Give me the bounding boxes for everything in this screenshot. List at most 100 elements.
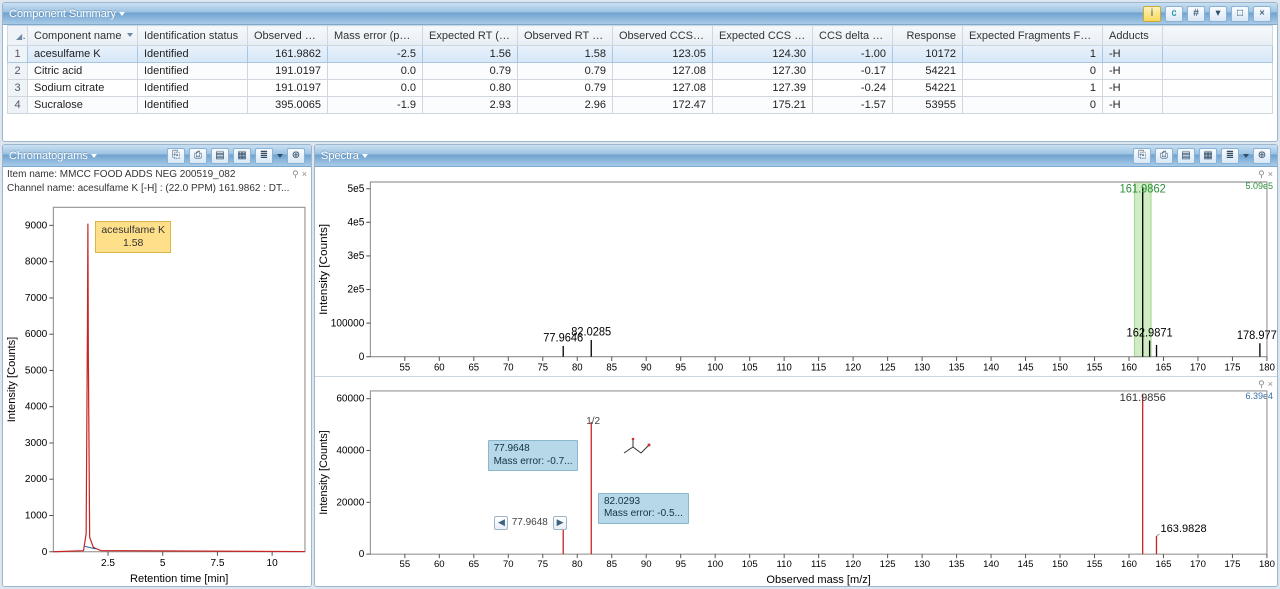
copy-icon[interactable]: ⎘ (167, 148, 185, 164)
spectra-bottom[interactable]: ⚲× 6.39e4 020000400006000055606570758085… (315, 376, 1277, 586)
chevron-down-icon[interactable] (91, 154, 97, 158)
chevron-down-icon[interactable] (119, 12, 125, 16)
target-icon[interactable]: ⊕ (1253, 148, 1271, 164)
ion-nav-value: 77.9648 (512, 517, 548, 528)
grid-icon[interactable]: ▦ (1199, 148, 1217, 164)
cell-response: 10172 (893, 46, 963, 63)
svg-text:130: 130 (914, 362, 930, 373)
col-exp_rt[interactable]: Expected RT (min) (423, 26, 518, 46)
col-obs_ccs[interactable]: Observed CCS (Å²) (613, 26, 713, 46)
table-row[interactable]: 3Sodium citrateIdentified191.01970.00.80… (8, 80, 1273, 97)
row-number: 4 (8, 97, 28, 114)
col-mass_err[interactable]: Mass error (ppm) (328, 26, 423, 46)
svg-text:95: 95 (675, 362, 686, 373)
svg-text:7000: 7000 (25, 293, 48, 304)
svg-text:125: 125 (880, 362, 896, 373)
table-row[interactable]: 2Citric acidIdentified191.01970.00.790.7… (8, 63, 1273, 80)
chrom-plot[interactable]: ⚲× Item name: MMCC FOOD ADDS NEG 200519_… (3, 167, 311, 586)
hash-icon[interactable]: # (1187, 6, 1205, 22)
grid-icon[interactable]: ▦ (233, 148, 251, 164)
cell-ccs_delta: -1.00 (813, 46, 893, 63)
chrom-panel: Chromatograms ⎘ ⎙ ▤ ▦ ≣ ⊕ ⚲× Item name: … (2, 144, 312, 587)
svg-text:105: 105 (742, 362, 758, 373)
cell-status: Identified (138, 80, 248, 97)
summary-tools: i c # ▾ □ × (1143, 6, 1271, 22)
table-row[interactable]: 4SucraloseIdentified395.0065-1.92.932.96… (8, 97, 1273, 114)
col-status[interactable]: Identification status (138, 26, 248, 46)
close-icon[interactable]: × (1253, 6, 1271, 22)
svg-text:105: 105 (742, 559, 758, 570)
svg-text:165: 165 (1156, 559, 1172, 570)
svg-text:170: 170 (1190, 559, 1206, 570)
ion-info-box[interactable]: 82.0293Mass error: -0.5... (598, 493, 689, 524)
table-row[interactable]: 1acesulfame KIdentified161.9862-2.51.561… (8, 46, 1273, 63)
cell-mass_err: 0.0 (328, 63, 423, 80)
cell-name: Sucralose (28, 97, 138, 114)
col-adducts[interactable]: Adducts (1103, 26, 1163, 46)
row-header-corner[interactable]: ◢ (8, 26, 28, 46)
svg-text:180: 180 (1259, 362, 1275, 373)
cell-obs_ccs: 123.05 (613, 46, 713, 63)
chevron-down-icon[interactable] (1243, 154, 1249, 158)
col-obs_mz[interactable]: Observed m/z (248, 26, 328, 46)
brush-icon[interactable]: ▤ (211, 148, 229, 164)
col-frags[interactable]: Expected Fragments Found (963, 26, 1103, 46)
settings-icon[interactable]: ≣ (1221, 148, 1239, 164)
chevron-down-icon[interactable] (277, 154, 283, 158)
row-number: 1 (8, 46, 28, 63)
svg-text:2.5: 2.5 (101, 558, 115, 569)
svg-text:100: 100 (707, 559, 723, 570)
maximize-icon[interactable]: □ (1231, 6, 1249, 22)
col-name[interactable]: Component name (28, 26, 138, 46)
print-icon[interactable]: ⎙ (1155, 148, 1173, 164)
chevron-down-icon[interactable] (362, 154, 368, 158)
svg-text:1000: 1000 (25, 511, 48, 522)
svg-text:120: 120 (845, 559, 861, 570)
svg-text:82.0285: 82.0285 (571, 326, 611, 338)
cell-frags: 1 (963, 80, 1103, 97)
svg-text:163.9828: 163.9828 (1160, 523, 1206, 535)
chrom-title: Chromatograms (9, 150, 88, 162)
cell-obs_mz: 395.0065 (248, 97, 328, 114)
col-ccs_delta[interactable]: CCS delta (%) (813, 26, 893, 46)
summary-table[interactable]: ◢Component nameIdentification statusObse… (7, 25, 1273, 114)
svg-text:155: 155 (1087, 362, 1103, 373)
cell-obs_rt: 2.96 (518, 97, 613, 114)
brush-icon[interactable]: ▤ (1177, 148, 1195, 164)
col-spacer[interactable] (1163, 26, 1273, 46)
cell-obs_ccs: 127.08 (613, 63, 713, 80)
ion-info-box[interactable]: 77.9648Mass error: -0.7... (488, 440, 579, 471)
cell-adducts: -H (1103, 63, 1163, 80)
next-ion-button[interactable]: ▶ (553, 516, 567, 530)
spectra-top[interactable]: ⚲× 5.09e5 01000002e53e54e55e555606570758… (315, 167, 1277, 376)
filter-icon[interactable]: ▾ (1209, 6, 1227, 22)
settings-icon[interactable]: ≣ (255, 148, 273, 164)
print-icon[interactable]: ⎙ (189, 148, 207, 164)
cell-exp_ccs: 124.30 (713, 46, 813, 63)
svg-text:165: 165 (1156, 362, 1172, 373)
target-icon[interactable]: ⊕ (287, 148, 305, 164)
svg-text:Intensity [Counts]: Intensity [Counts] (318, 224, 330, 315)
svg-text:60: 60 (434, 362, 445, 373)
svg-text:135: 135 (949, 362, 965, 373)
svg-text:8000: 8000 (25, 257, 48, 268)
info-icon[interactable]: i (1143, 6, 1161, 22)
col-exp_ccs[interactable]: Expected CCS (Å²) (713, 26, 813, 46)
svg-text:60: 60 (434, 559, 445, 570)
cell-exp_rt: 0.79 (423, 63, 518, 80)
col-response[interactable]: Response (893, 26, 963, 46)
svg-text:161.9856: 161.9856 (1120, 392, 1166, 404)
cell-frags: 0 (963, 63, 1103, 80)
cell-obs_rt: 0.79 (518, 63, 613, 80)
svg-text:110: 110 (777, 362, 793, 373)
prev-ion-button[interactable]: ◀ (494, 516, 508, 530)
cell-adducts: -H (1103, 97, 1163, 114)
copy-icon[interactable]: ⎘ (1133, 148, 1151, 164)
cell-response: 54221 (893, 80, 963, 97)
cell-obs_rt: 1.58 (518, 46, 613, 63)
eye-icon[interactable]: c (1165, 6, 1183, 22)
col-obs_rt[interactable]: Observed RT (min) (518, 26, 613, 46)
cell-exp_rt: 2.93 (423, 97, 518, 114)
svg-text:130: 130 (914, 559, 930, 570)
svg-text:100000: 100000 (331, 318, 365, 329)
